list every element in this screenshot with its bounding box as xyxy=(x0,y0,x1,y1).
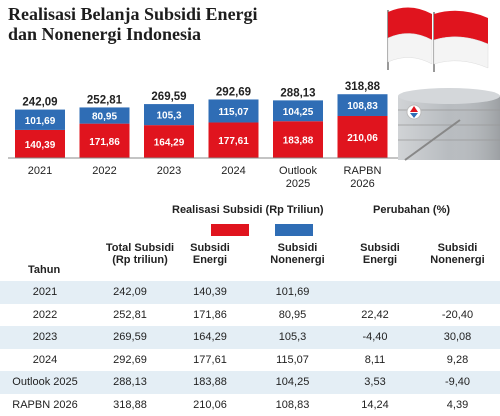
table-cell xyxy=(335,281,415,304)
table-cell: 8,11 xyxy=(335,349,415,372)
table-cell: 80,95 xyxy=(250,304,335,327)
data-label-nonenergi: 104,25 xyxy=(283,107,314,118)
table-cell: 9,28 xyxy=(415,349,500,372)
header-tahun: Tahun xyxy=(28,264,60,276)
table-cell: 115,07 xyxy=(250,349,335,372)
data-label-total: 288,13 xyxy=(280,87,315,99)
data-label-total: 242,09 xyxy=(22,97,57,109)
header-energi: Subsidi Energi xyxy=(170,242,250,266)
legend-energi-swatch xyxy=(211,224,249,236)
table-cell: 14,24 xyxy=(335,394,415,416)
data-label-energi: 140,39 xyxy=(25,140,56,151)
table-cell: 183,88 xyxy=(170,371,250,394)
data-label-total: 252,81 xyxy=(87,94,123,106)
table-cell: 177,61 xyxy=(170,349,250,372)
table-cell: -20,40 xyxy=(415,304,500,327)
table-cell xyxy=(415,281,500,304)
x-tick-label: 2023 xyxy=(157,165,181,177)
table-cell: 2022 xyxy=(0,304,90,327)
table-cell: 2023 xyxy=(0,326,90,349)
header-nonenergi: Subsidi Nonenergi xyxy=(255,242,340,266)
table-cell: 2021 xyxy=(0,281,90,304)
table-cell: -4,40 xyxy=(335,326,415,349)
data-label-nonenergi: 105,3 xyxy=(156,111,181,122)
data-label-energi: 164,29 xyxy=(154,138,185,149)
data-label-nonenergi: 101,69 xyxy=(25,116,56,127)
table-cell: 101,69 xyxy=(250,281,335,304)
header-total: Total Subsidi (Rp triliun) xyxy=(100,242,180,266)
table-cell: 269,59 xyxy=(90,326,170,349)
table-cell: 318,88 xyxy=(90,394,170,416)
data-label-total: 269,59 xyxy=(151,91,186,103)
table-cell: RAPBN 2026 xyxy=(0,394,90,416)
table-cell: 171,86 xyxy=(170,304,250,327)
x-tick-label: 2025 xyxy=(286,178,310,190)
table-cell: 292,69 xyxy=(90,349,170,372)
x-tick-label: 2021 xyxy=(28,165,52,177)
header-change-nonenergi: Subsidi Nonenergi xyxy=(415,242,500,266)
x-tick-label: Outlook xyxy=(279,165,317,177)
data-label-energi: 183,88 xyxy=(283,136,314,147)
table-cell: 288,13 xyxy=(90,371,170,394)
data-label-total: 318,88 xyxy=(345,81,381,93)
table-cell: 108,83 xyxy=(250,394,335,416)
x-tick-label: RAPBN xyxy=(344,165,382,177)
table-cell: -9,40 xyxy=(415,371,500,394)
table-cell: 22,42 xyxy=(335,304,415,327)
data-label-energi: 177,61 xyxy=(218,136,249,147)
table-cell: 140,39 xyxy=(170,281,250,304)
header-change-energi: Subsidi Energi xyxy=(340,242,420,266)
data-label-total: 292,69 xyxy=(216,86,251,98)
table-cell: 210,06 xyxy=(170,394,250,416)
table-cell: 164,29 xyxy=(170,326,250,349)
header-realisasi: Realisasi Subsidi (Rp Triliun) xyxy=(172,204,324,216)
x-tick-label: 2024 xyxy=(221,165,245,177)
data-label-nonenergi: 115,07 xyxy=(218,107,248,118)
x-tick-label: 2026 xyxy=(350,178,374,190)
x-tick-label: 2022 xyxy=(92,165,116,177)
table-cell: 4,39 xyxy=(415,394,500,416)
header-perubahan: Perubahan (%) xyxy=(373,204,450,216)
table-cell: 252,81 xyxy=(90,304,170,327)
stacked-bar-chart: 140,39 101,69 242,09 2021 171,86 80,95 252,81 2… xyxy=(0,0,500,200)
table-cell: 2024 xyxy=(0,349,90,372)
table-cell: 242,09 xyxy=(90,281,170,304)
data-label-energi: 210,06 xyxy=(347,133,378,144)
table-cell: 3,53 xyxy=(335,371,415,394)
data-label-nonenergi: 80,95 xyxy=(92,112,117,123)
table-cell: 104,25 xyxy=(250,371,335,394)
legend-nonenergi-swatch xyxy=(275,224,313,236)
data-label-nonenergi: 108,83 xyxy=(347,101,378,112)
data-label-energi: 171,86 xyxy=(89,137,120,148)
table-cell: 30,08 xyxy=(415,326,500,349)
table-cell: Outlook 2025 xyxy=(0,371,90,394)
table-cell: 105,3 xyxy=(250,326,335,349)
